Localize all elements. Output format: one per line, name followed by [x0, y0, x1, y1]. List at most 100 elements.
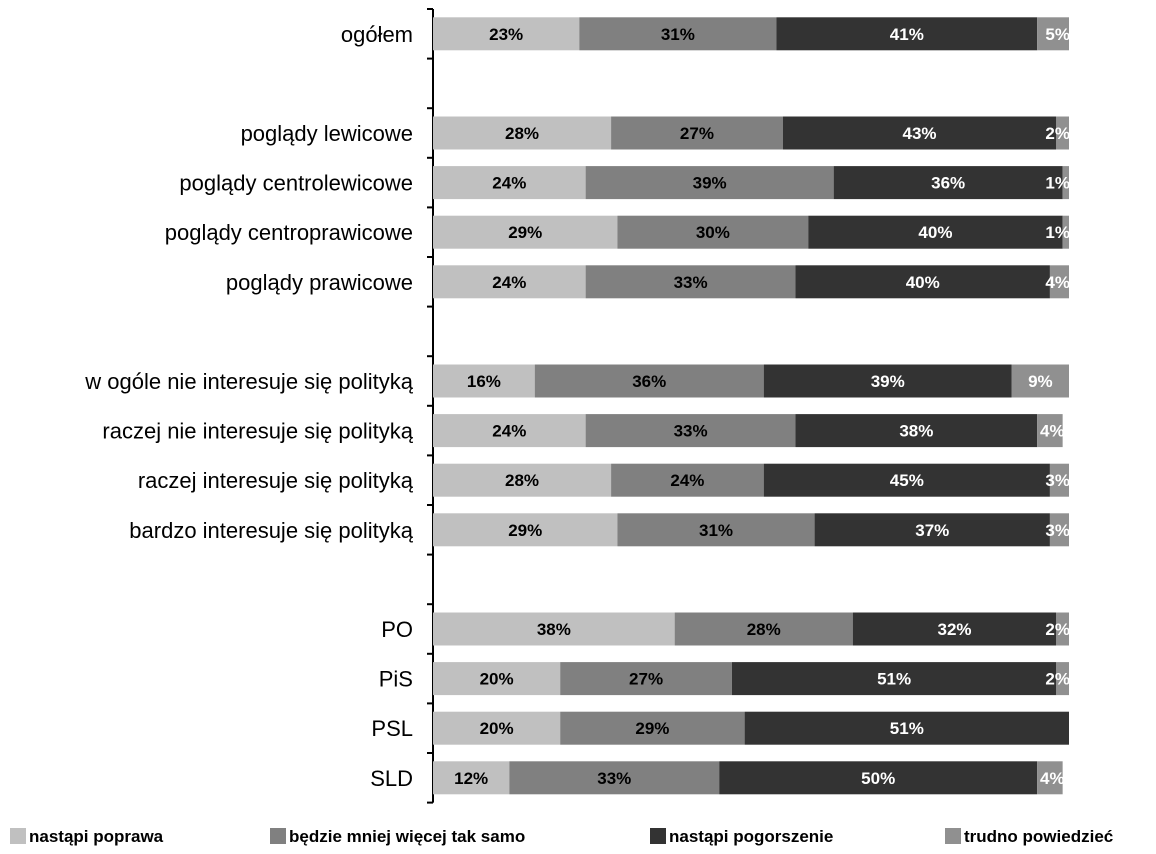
data-label-nastapi-pogorszenie: 45%	[890, 471, 924, 490]
bar-segment-nastapi-poprawa	[433, 612, 675, 646]
bar-segment-nastapi-poprawa	[433, 116, 612, 150]
data-label-bedzie-mniej-wiecej-tak-samo: 28%	[747, 620, 781, 639]
category-labels: ogółem poglądy lewicowe poglądy centrolewi…	[84, 22, 414, 791]
data-label-nastapi-pogorszenie: 51%	[890, 719, 924, 738]
data-label-trudno-powiedziec: 3%	[1045, 521, 1070, 540]
data-label-bedzie-mniej-wiecej-tak-samo: 29%	[635, 719, 669, 738]
data-label-nastapi-poprawa: 12%	[454, 769, 488, 788]
bar-segment-nastapi-pogorszenie	[814, 513, 1050, 547]
bar-segment-trudno-powiedziec	[1037, 17, 1069, 51]
bar-segment-nastapi-poprawa	[433, 711, 561, 745]
bar-segment-bedzie-mniej-wiecej-tak-samo	[560, 662, 732, 696]
category-label-poglady-centrolewicowe: poglądy centrolewicowe	[179, 171, 413, 196]
bar-segment-nastapi-pogorszenie	[833, 166, 1063, 200]
data-label-nastapi-pogorszenie: 38%	[899, 422, 933, 441]
data-label-nastapi-poprawa: 16%	[467, 372, 501, 391]
category-label-sld: SLD	[370, 766, 413, 791]
category-label-bardzo-interesuje-sie-polityka: bardzo interesuje się polityką	[129, 518, 413, 543]
data-label-nastapi-poprawa: 28%	[505, 471, 539, 490]
data-label-nastapi-poprawa: 23%	[489, 25, 523, 44]
bar-segment-nastapi-poprawa	[433, 17, 580, 51]
bar-segment-nastapi-pogorszenie	[782, 116, 1057, 150]
data-label-nastapi-pogorszenie: 41%	[890, 25, 924, 44]
category-label-w-ogole-nie-interesuje-sie-polityka: w ogóle nie interesuje się polityką	[84, 369, 414, 394]
data-label-trudno-powiedziec: 1%	[1045, 223, 1070, 242]
bar-segment-nastapi-poprawa	[433, 761, 510, 795]
bar-segment-nastapi-poprawa	[433, 364, 535, 398]
data-label-bedzie-mniej-wiecej-tak-samo: 33%	[674, 422, 708, 441]
data-label-nastapi-poprawa: 20%	[480, 670, 514, 689]
data-label-nastapi-poprawa: 38%	[537, 620, 571, 639]
bar-segment-trudno-powiedziec	[1037, 414, 1063, 448]
data-label-trudno-powiedziec: 2%	[1045, 670, 1070, 689]
bar-segment-trudno-powiedziec	[1049, 513, 1069, 547]
data-label-nastapi-pogorszenie: 32%	[938, 620, 972, 639]
bar-segment-bedzie-mniej-wiecej-tak-samo	[617, 513, 815, 547]
bar-segment-nastapi-pogorszenie	[852, 612, 1057, 646]
data-label-bedzie-mniej-wiecej-tak-samo: 39%	[693, 174, 727, 193]
bar-segment-bedzie-mniej-wiecej-tak-samo	[585, 166, 834, 200]
bar-segment-trudno-powiedziec	[1049, 265, 1069, 299]
bar-segment-nastapi-pogorszenie	[795, 265, 1050, 299]
data-label-trudno-powiedziec: 1%	[1045, 174, 1070, 193]
data-labels: 23% 31% 41% 5% 28% 27% 43% 2% 24% 39% 36% 1% 29% 30% 4…	[454, 25, 1070, 788]
category-label-po: PO	[381, 617, 413, 642]
data-label-trudno-powiedziec: 4%	[1040, 422, 1065, 441]
data-label-bedzie-mniej-wiecej-tak-samo: 33%	[674, 273, 708, 292]
data-label-bedzie-mniej-wiecej-tak-samo: 33%	[597, 769, 631, 788]
data-label-nastapi-pogorszenie: 36%	[931, 174, 965, 193]
bar-segment-nastapi-pogorszenie	[795, 414, 1038, 448]
bar-segment-bedzie-mniej-wiecej-tak-samo	[585, 414, 796, 448]
data-label-trudno-powiedziec: 4%	[1045, 273, 1070, 292]
bar-segment-nastapi-poprawa	[433, 414, 586, 448]
data-label-bedzie-mniej-wiecej-tak-samo: 27%	[680, 124, 714, 143]
bar-segment-nastapi-pogorszenie	[763, 364, 1012, 398]
data-label-nastapi-pogorszenie: 51%	[877, 670, 911, 689]
data-label-nastapi-poprawa: 28%	[505, 124, 539, 143]
bar-segment-bedzie-mniej-wiecej-tak-samo	[509, 761, 720, 795]
data-label-nastapi-poprawa: 24%	[492, 422, 526, 441]
legend-swatch-nastapi-poprawa	[10, 828, 26, 844]
category-label-poglady-centroprawicowe: poglądy centroprawicowe	[165, 220, 413, 245]
bar-segment-bedzie-mniej-wiecej-tak-samo	[611, 463, 764, 497]
data-label-trudno-powiedziec: 2%	[1045, 620, 1070, 639]
data-label-trudno-powiedziec: 5%	[1045, 25, 1070, 44]
category-label-pis: PiS	[379, 667, 413, 692]
category-label-poglady-lewicowe: poglądy lewicowe	[241, 121, 413, 146]
data-label-bedzie-mniej-wiecej-tak-samo: 36%	[632, 372, 666, 391]
data-label-nastapi-poprawa: 29%	[508, 223, 542, 242]
data-label-bedzie-mniej-wiecej-tak-samo: 30%	[696, 223, 730, 242]
data-label-trudno-powiedziec: 9%	[1028, 372, 1053, 391]
bar-segment-trudno-powiedziec	[1037, 761, 1063, 795]
data-label-nastapi-pogorszenie: 39%	[871, 372, 905, 391]
data-label-nastapi-poprawa: 29%	[508, 521, 542, 540]
data-label-trudno-powiedziec: 2%	[1045, 124, 1070, 143]
bar-segment-nastapi-pogorszenie	[808, 215, 1063, 249]
bar-segment-trudno-powiedziec	[1056, 662, 1069, 696]
bar-segment-bedzie-mniej-wiecej-tak-samo	[534, 364, 764, 398]
legend-label-nastapi-pogorszenie: nastąpi pogorszenie	[669, 827, 833, 846]
bar-segment-bedzie-mniej-wiecej-tak-samo	[611, 116, 783, 150]
bar-segment-trudno-powiedziec	[1049, 463, 1069, 497]
bars	[433, 17, 1069, 795]
bar-segment-nastapi-pogorszenie	[763, 463, 1050, 497]
data-label-nastapi-pogorszenie: 50%	[861, 769, 895, 788]
data-label-nastapi-poprawa: 24%	[492, 273, 526, 292]
bar-segment-trudno-powiedziec	[1011, 364, 1069, 398]
data-label-nastapi-pogorszenie: 40%	[906, 273, 940, 292]
bar-segment-nastapi-poprawa	[433, 463, 612, 497]
data-label-nastapi-pogorszenie: 43%	[903, 124, 937, 143]
data-label-nastapi-pogorszenie: 40%	[918, 223, 952, 242]
bar-segment-nastapi-pogorszenie	[731, 662, 1057, 696]
data-label-trudno-powiedziec: 3%	[1045, 471, 1070, 490]
data-label-trudno-powiedziec: 4%	[1040, 769, 1065, 788]
bar-segment-bedzie-mniej-wiecej-tak-samo	[617, 215, 809, 249]
bar-segment-bedzie-mniej-wiecej-tak-samo	[560, 711, 745, 745]
legend-label-trudno-powiedziec: trudno powiedzieć	[964, 827, 1113, 846]
legend-label-nastapi-poprawa: nastąpi poprawa	[29, 827, 164, 846]
bar-segment-trudno-powiedziec	[1062, 215, 1069, 249]
data-label-nastapi-poprawa: 24%	[492, 174, 526, 193]
bar-segment-bedzie-mniej-wiecej-tak-samo	[585, 265, 796, 299]
bar-segment-nastapi-poprawa	[433, 662, 561, 696]
